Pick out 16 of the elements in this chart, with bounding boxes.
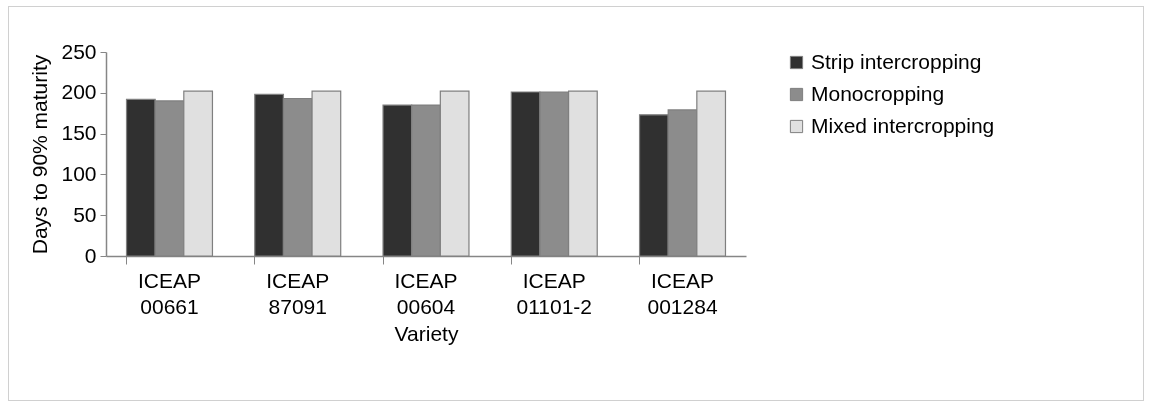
- x-tick-label: ICEAP 00604: [394, 268, 458, 318]
- x-tick-label: ICEAP 87091: [266, 268, 330, 318]
- y-tick-label: 250: [61, 39, 97, 63]
- y-tick-label: 200: [61, 80, 97, 104]
- legend-label: Monocropping: [811, 81, 945, 105]
- y-tick-label: 0: [84, 243, 97, 267]
- y-axis-title: Days to 90% maturity: [28, 54, 52, 255]
- legend-label: Mixed intercropping: [811, 113, 995, 137]
- x-tick-label: ICEAP 001284: [647, 268, 718, 318]
- x-tick-label: ICEAP 00661: [137, 268, 201, 318]
- y-tick-label: 150: [61, 121, 97, 145]
- x-axis-title: Variety: [394, 321, 459, 345]
- y-tick-label: 50: [73, 202, 97, 226]
- legend-label: Strip intercropping: [811, 49, 982, 73]
- x-tick-label: ICEAP 01101-2: [516, 268, 593, 318]
- y-tick-label: 100: [61, 161, 97, 185]
